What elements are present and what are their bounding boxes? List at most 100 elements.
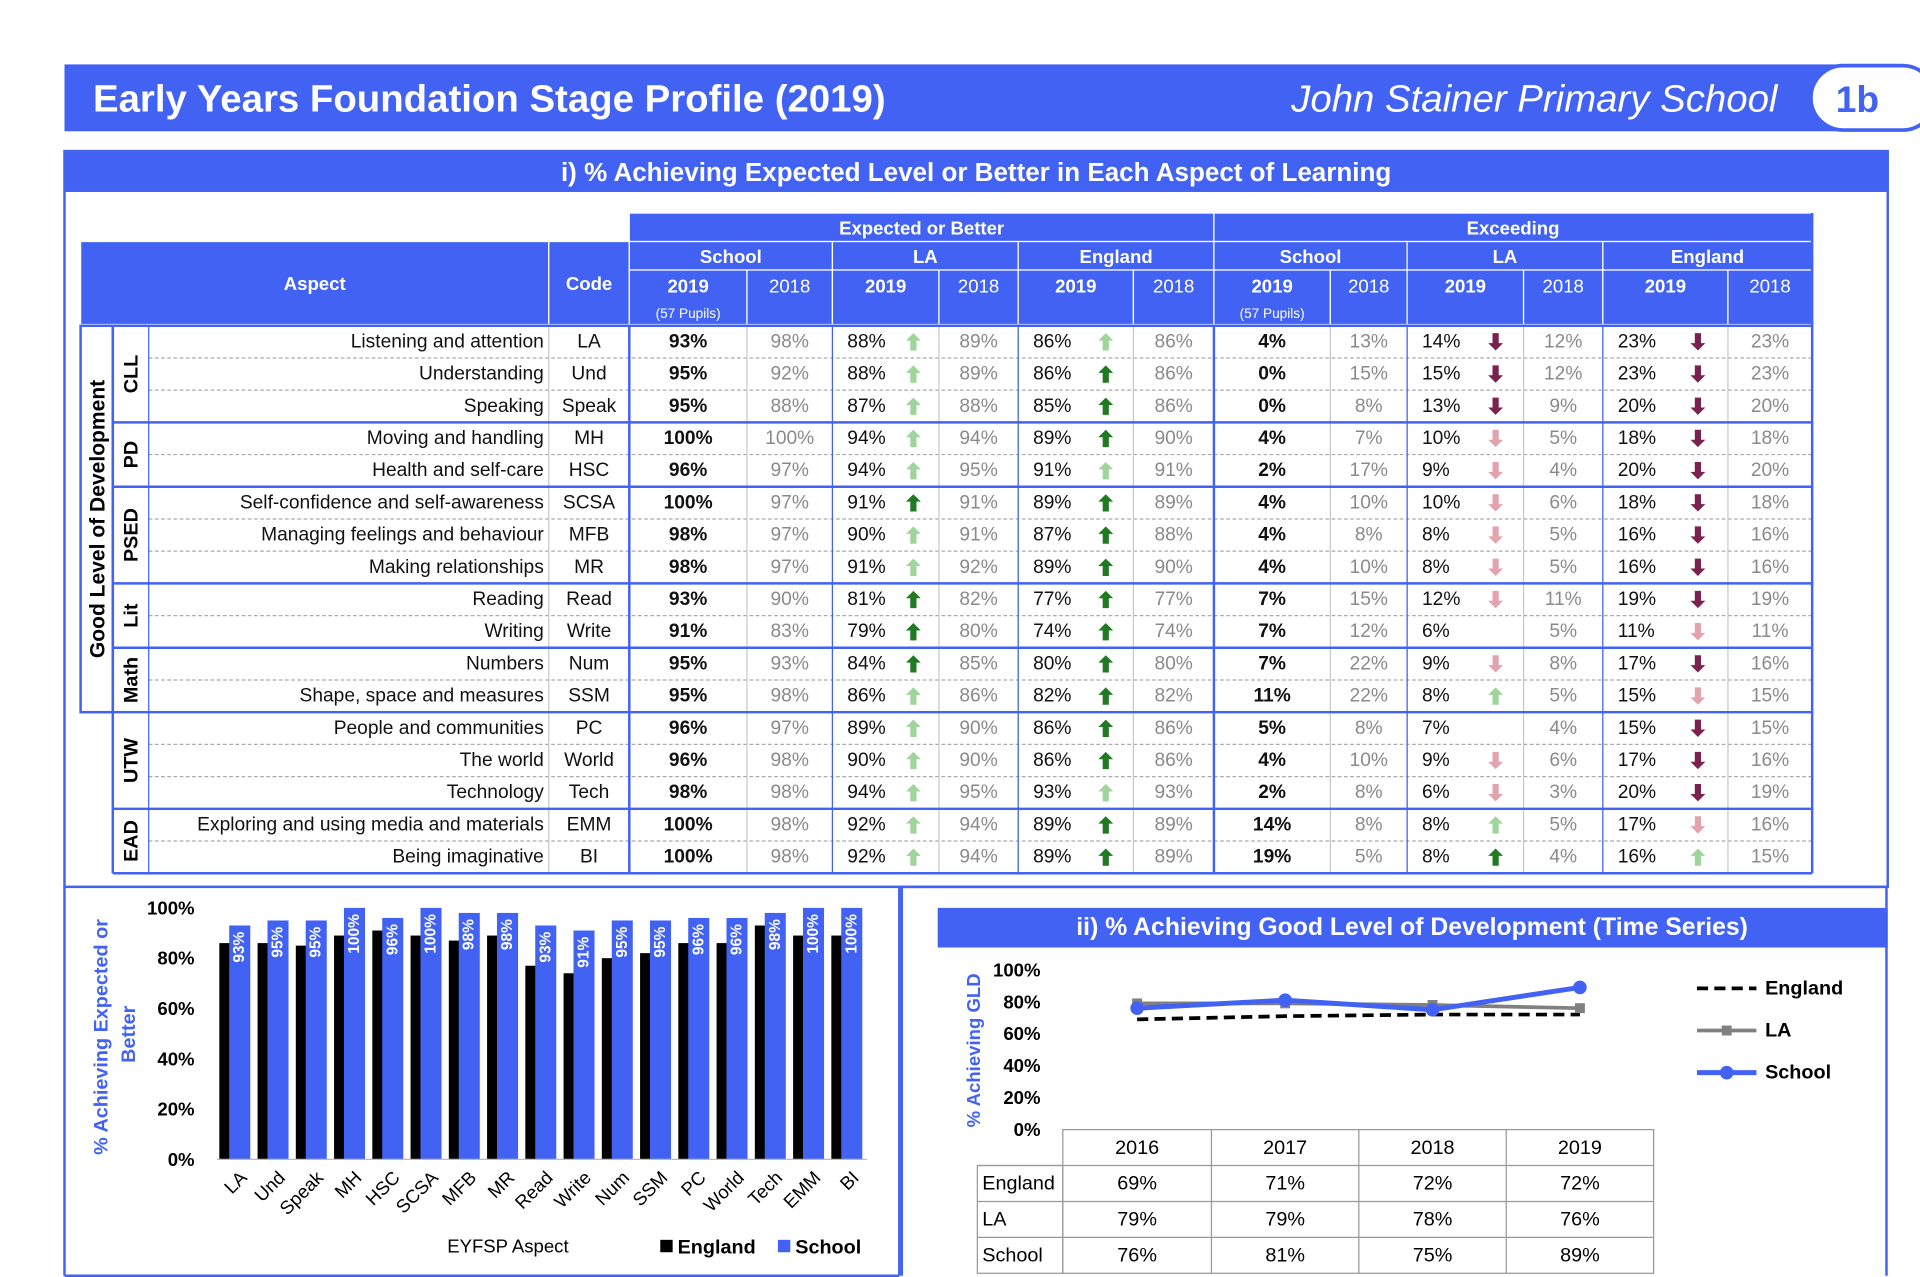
trend-arrow: [905, 816, 921, 834]
section-band: [64, 151, 1888, 192]
header-cell: [938, 269, 1019, 326]
trend-arrow: [1690, 623, 1706, 641]
cell-value: 88%: [847, 331, 885, 352]
cell-value: 8%: [1549, 653, 1577, 674]
cell-value: 92%: [770, 364, 808, 385]
cell-value: 85%: [1033, 396, 1071, 417]
table-value: 81%: [1265, 1244, 1305, 1266]
cell-value: 96%: [669, 718, 707, 739]
header-year: 2018: [1543, 276, 1584, 297]
cell-value: 85%: [959, 653, 997, 674]
cell-value: 91%: [847, 557, 885, 578]
bar: [448, 940, 460, 1160]
cell-value: 98%: [669, 557, 707, 578]
cell-value: 9%: [1422, 460, 1450, 481]
x-tick-label: MFB: [438, 1167, 481, 1210]
cell-value: 100%: [765, 428, 814, 449]
cell-value: 96%: [669, 750, 707, 771]
trend-arrow: [1488, 816, 1504, 834]
cell-value: 4%: [1258, 428, 1286, 449]
cell-value: 8%: [1422, 814, 1450, 835]
cell-value: 7%: [1258, 621, 1286, 642]
trend-arrow: [1690, 816, 1706, 834]
header-year: 2018: [1153, 276, 1194, 297]
area-label: UTW: [120, 738, 142, 783]
y-tick-label: 20%: [1003, 1087, 1041, 1108]
trend-arrow: [1098, 687, 1114, 705]
bar: [372, 930, 384, 1160]
cell-value: 81%: [847, 589, 885, 610]
trend-arrow: [905, 655, 921, 673]
legend-label: England: [1765, 977, 1843, 999]
cell-value: 20%: [1618, 396, 1656, 417]
cell-value: 97%: [770, 460, 808, 481]
cell-value: 20%: [1618, 460, 1656, 481]
legend-label: School: [1765, 1062, 1831, 1084]
cell-value: 94%: [847, 782, 885, 803]
code: PC: [576, 718, 603, 739]
trend-arrow: [1488, 751, 1504, 770]
cell-value: 10%: [1350, 557, 1388, 578]
x-tick-label: Tech: [744, 1167, 787, 1210]
bar: [831, 935, 843, 1160]
cell-value: 23%: [1618, 331, 1656, 352]
cell-value: 11%: [1752, 621, 1789, 642]
cell-value: 100%: [664, 814, 713, 835]
header-group: Expected or Better: [839, 217, 1004, 238]
trend-arrow: [1690, 848, 1706, 866]
area-label: PSED: [120, 508, 142, 562]
header-pupils: (57 Pupils): [1240, 306, 1305, 321]
bar-value-label: 95%: [652, 926, 669, 957]
bar: [601, 958, 613, 1160]
cell-value: 80%: [1154, 653, 1192, 674]
cell-value: 8%: [1355, 396, 1383, 417]
header-year: 2018: [769, 276, 810, 297]
trend-arrow: [1690, 751, 1706, 770]
badge-label: 1b: [1836, 78, 1879, 120]
aspect: The world: [460, 750, 544, 771]
cell-value: 86%: [1154, 718, 1192, 739]
bar-value-label: 98%: [461, 919, 478, 950]
aspect: Reading: [472, 589, 543, 610]
y-tick-label: 100%: [993, 959, 1041, 980]
cell-value: 86%: [1033, 364, 1071, 385]
legend-marker: [1719, 1065, 1734, 1080]
code: MR: [574, 557, 604, 578]
code: Speak: [562, 396, 617, 417]
code: Tech: [569, 782, 610, 803]
cell-value: 15%: [1618, 718, 1656, 739]
trend-arrow: [1098, 655, 1114, 673]
x-tick-label: SSM: [628, 1167, 671, 1210]
cell-value: 90%: [847, 525, 885, 546]
table-value: 75%: [1413, 1244, 1453, 1266]
cell-value: 90%: [959, 750, 997, 771]
bar: [267, 920, 289, 1160]
cell-value: 15%: [1618, 686, 1656, 707]
header-cell: [1213, 212, 1813, 243]
trend-arrow: [1488, 397, 1504, 415]
trend-arrow: [905, 333, 921, 351]
cell-value: 12%: [1544, 364, 1582, 385]
x-tick-label: EMM: [779, 1167, 824, 1212]
point: [1425, 1002, 1440, 1017]
bar: [295, 945, 307, 1160]
table-year: 2018: [1411, 1137, 1455, 1159]
bar: [535, 925, 557, 1160]
cell-value: 95%: [669, 396, 707, 417]
code: Num: [569, 653, 610, 674]
cell-value: 89%: [1033, 492, 1071, 513]
legend-label: LA: [1765, 1020, 1791, 1042]
aspect: Technology: [447, 782, 544, 803]
point: [1573, 980, 1587, 995]
chart-title-band: [937, 907, 1888, 948]
cell-value: 15%: [1751, 847, 1789, 868]
cell-value: 20%: [1751, 460, 1789, 481]
cell-value: 4%: [1549, 718, 1577, 739]
bar: [305, 920, 327, 1160]
x-axis-label: EYFSP Aspect: [447, 1236, 569, 1257]
header-year: 2019: [1645, 276, 1686, 297]
cell-value: 18%: [1618, 492, 1656, 513]
cell-value: 100%: [664, 847, 713, 868]
y-axis-label: % Achieving Expected or Better: [91, 914, 140, 1155]
x-tick-label: Speak: [275, 1166, 328, 1219]
